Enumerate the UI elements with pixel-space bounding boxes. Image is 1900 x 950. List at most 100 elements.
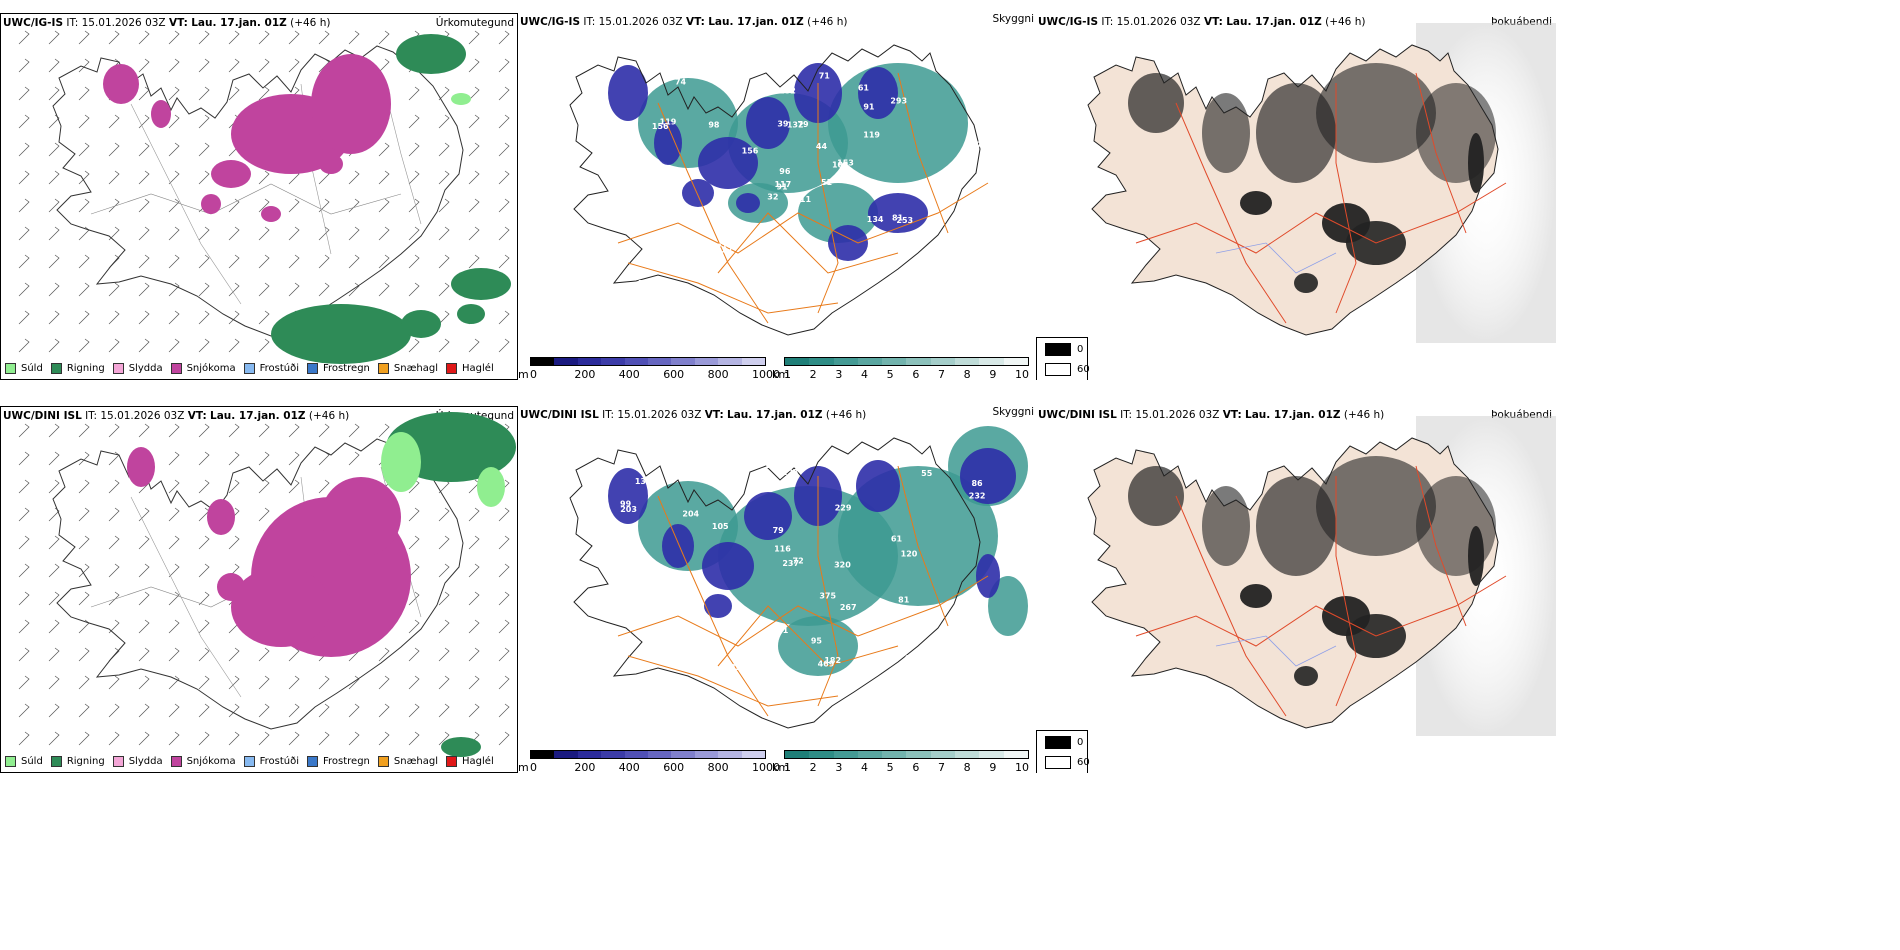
snow-area [261,206,281,222]
fog-area [1294,273,1318,293]
snow-area [211,160,251,188]
cloudbase-value: 72 [793,557,804,566]
fog-area [1202,93,1250,173]
snow-area [201,194,221,214]
cloudbase-value: 237 [782,559,799,568]
fog-map [1087,416,1556,736]
cloudbase-value: 288 [634,598,651,607]
snow-area [127,447,155,487]
iceland-outline [569,44,981,336]
legend-label: Snæhagl [393,362,439,374]
cloudbase-map: 111 156 91 86 104 127 61 79 91 51 74 88 73 166 32 119 12… [569,44,988,336]
snow-area [217,573,245,601]
legend-item: Rigning [50,362,105,374]
cloudbase-area [736,193,760,213]
colorbar-tick: 2 [809,761,817,773]
legend-swatch [307,755,318,767]
cloudbase-value: 152 [779,87,796,96]
cloudbase-value: 104 [832,160,849,169]
legend-swatch [243,755,255,767]
cloudbase-value: 105 [712,522,729,531]
cloudbase-value: 116 [774,545,791,554]
legend-item: Frostúði [243,755,299,767]
fog-area [1416,476,1496,576]
legend-swatch [377,755,389,767]
legend-item: Haglél [446,362,494,374]
cloudbase-value: 191 [632,574,649,583]
fog-area [1256,476,1336,576]
colorbar-strip [784,357,1029,366]
cloudbase-value: 204 [682,509,699,518]
cloudbase-value: 177 [636,613,653,622]
cloudbase-value: 72 [638,279,649,288]
cloudbase-value: 74 [675,78,687,87]
cloudbase-value: 85 [730,663,742,672]
colorbar-tick: 600 [663,368,685,380]
cloudbase-value: 163 [692,663,709,672]
legend-label: Snjókoma [186,755,236,767]
colorbar-tick: 1 [784,368,791,380]
legend-label: Súld [21,362,43,374]
panel-name: Skyggni [992,13,1035,25]
colorbar-tick: 8 [963,368,971,380]
roads [617,465,989,717]
fog-field [1128,63,1496,293]
cloudbase-value: 98 [775,259,787,268]
colorbar-tick: 200 [574,368,596,380]
cloudbase-area [608,65,648,121]
fog-area [1256,83,1336,183]
rain-area [451,268,511,300]
drizzle-area [451,93,471,105]
cloudbase-value: 81 [892,213,904,222]
cloudbase-value: 102 [699,269,716,278]
cloudbase-value: 203 [620,505,637,514]
cloudbase-value: 156 [652,122,669,131]
colorbar-unit: m [518,761,529,773]
cloudbase-panel-top: UWC/IG-IS IT: 15.01.2026 03Z VT: Lau. 17… [518,13,1036,380]
rivers [1215,635,1337,667]
iceland-outline [569,437,981,729]
legend-label: Snæhagl [393,755,439,767]
iceland-outline [52,45,464,337]
cloudbase-value: 253 [896,216,913,225]
colorbar-tick: 400 [618,761,640,773]
legend-label: Haglél [462,362,494,374]
cloudbase-area [960,448,1016,504]
rain-area [271,304,411,364]
colorbar-tick: 6 [912,368,920,380]
cloudbase-value: 328 [906,689,923,698]
cloudbase-area [856,460,900,512]
cloudbase-value: 254 [719,676,736,685]
panel-title: UWC/IG-IS IT: 15.01.2026 03Z VT: Lau. 17… [520,16,848,28]
legend-item: Súld [5,362,43,374]
colorbar-tick: 0 [530,761,537,773]
cloudbase-value: 86 [971,479,983,488]
cloudbase-value: 186 [664,677,681,686]
cloudbase-value: 994 [905,654,922,663]
cloudbase-value: 61 [858,84,870,93]
colorbar-tick: 3 [835,761,843,773]
cloud-legend: 0 60 [1036,337,1090,380]
height-colorbar: m 0 200 400 600 800 1000 [518,750,780,773]
snow-area [207,499,235,535]
fog-area [1128,73,1184,133]
precip-map [18,412,516,757]
cloudbase-value: 86 [638,268,650,277]
colorbar-tick: 600 [663,761,685,773]
cloudbase-value: 124 [673,293,690,302]
panel-name: Skyggni [992,406,1035,418]
cloudbase-value: 53 [939,685,950,694]
fog-area [1416,83,1496,183]
cloudbase-panel-bottom: UWC/DINI ISL IT: 15.01.2026 03Z VT: Lau.… [518,406,1036,773]
cloudbase-map: 105 123 61 86 99 53 129 229 79 55 72 81 109 203 204 221… [569,426,1028,729]
cloudbase-value: 96 [779,167,791,176]
colorbar-strip [530,357,766,366]
colorbar-unit: km [772,368,790,380]
cloudbase-value: 81 [898,595,910,604]
cloudbase-value: 232 [969,491,986,500]
snow-area [151,100,171,128]
colorbar-tick: 6 [912,761,920,773]
cloudbase-value: 117 [775,180,792,189]
colorbar-tick: 8 [963,761,971,773]
legend-swatch [446,362,458,374]
